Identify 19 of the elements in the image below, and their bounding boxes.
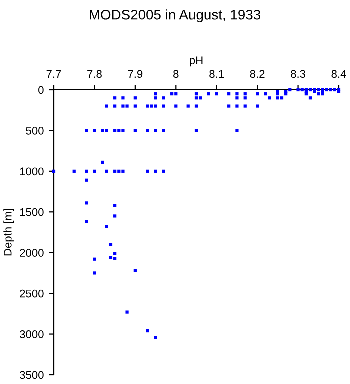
y-tick-label: 1500 <box>20 208 44 216</box>
x-tick-label: 7.9 <box>128 70 143 78</box>
y-tick-label: 1000 <box>20 168 44 176</box>
y-tick-label: 3000 <box>20 330 44 338</box>
x-tick-label: 8 <box>174 70 179 78</box>
y-tick-label: 2500 <box>20 290 44 298</box>
x-axis-title: pH <box>190 56 203 67</box>
y-axis-title: Depth [m] <box>4 209 14 256</box>
y-tick-label: 500 <box>26 126 44 135</box>
y-tick-label: 0 <box>38 86 44 94</box>
x-tick-label: 8.4 <box>332 70 346 78</box>
x-tick-label: 7.7 <box>46 70 62 78</box>
x-tick-label: 8.3 <box>291 70 306 78</box>
chart-title: MODS2005 in August, 1933 <box>90 10 260 23</box>
x-tick-label: 8.1 <box>210 70 224 78</box>
x-tick-label: 8.2 <box>250 70 265 78</box>
y-tick-label: 2000 <box>20 249 44 257</box>
x-tick-label: 7.8 <box>88 70 102 78</box>
y-tick-label: 3500 <box>20 371 44 380</box>
